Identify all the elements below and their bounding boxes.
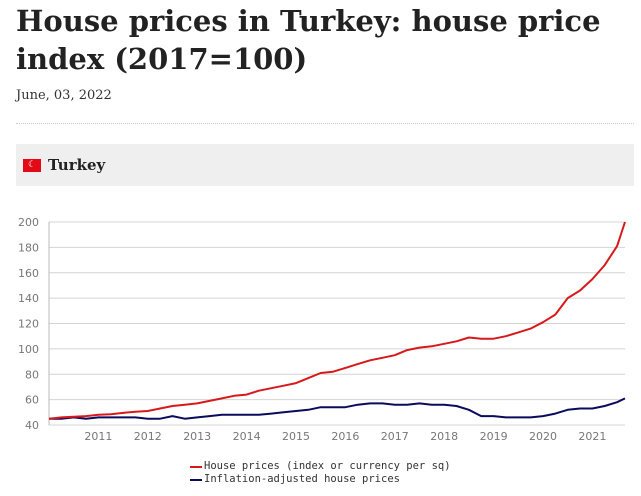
legend-swatch <box>190 465 202 468</box>
x-tick-label: 2019 <box>480 430 508 443</box>
turkey-flag-icon: ☾ <box>23 158 41 172</box>
divider <box>16 123 634 124</box>
publish-date: June, 03, 2022 <box>16 88 112 103</box>
x-tick-label: 2013 <box>183 430 211 443</box>
legend-swatch <box>190 478 202 481</box>
x-tick-label: 2017 <box>381 430 409 443</box>
series-line <box>49 397 626 420</box>
x-tick-label: 2014 <box>233 430 261 443</box>
x-tick-label: 2015 <box>282 430 310 443</box>
x-tick-label: 2012 <box>134 430 162 443</box>
y-tick-label: 160 <box>18 267 39 280</box>
x-tick-label: 2021 <box>578 430 606 443</box>
x-tick-label: 2018 <box>430 430 458 443</box>
x-tick-label: 2016 <box>331 430 359 443</box>
page-title: House prices in Turkey: house price inde… <box>16 4 601 76</box>
series-line <box>48 221 626 420</box>
y-tick-label: 180 <box>18 241 39 254</box>
x-tick-label: 2020 <box>529 430 557 443</box>
legend-label: House prices (index or currency per sq) <box>204 460 451 472</box>
legend-item: Inflation-adjusted house prices <box>190 473 451 486</box>
legend-label: Inflation-adjusted house prices <box>204 473 400 485</box>
y-tick-label: 100 <box>18 343 39 356</box>
country-name: Turkey <box>48 156 106 174</box>
legend: House prices (index or currency per sq) … <box>190 460 451 486</box>
y-tick-label: 40 <box>25 419 39 432</box>
country-header: ☾ Turkey <box>16 144 634 186</box>
y-tick-label: 200 <box>18 216 39 229</box>
y-tick-label: 140 <box>18 292 39 305</box>
y-tick-label: 60 <box>25 394 39 407</box>
line-chart: 40 60 80 100 120 140 160 180 200 2011 2012 2013 2014… <box>18 216 626 443</box>
legend-item: House prices (index or currency per sq) <box>190 460 451 473</box>
y-tick-label: 80 <box>25 368 39 381</box>
x-tick-label: 2011 <box>84 430 112 443</box>
y-tick-label: 120 <box>18 318 39 331</box>
